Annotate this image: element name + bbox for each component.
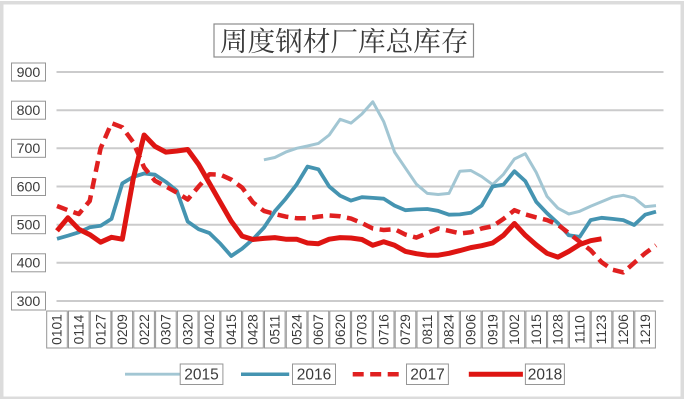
svg-text:0716: 0716: [376, 314, 391, 345]
svg-text:800: 800: [17, 103, 41, 119]
svg-text:600: 600: [17, 179, 41, 195]
svg-text:1219: 1219: [638, 314, 653, 345]
svg-text:1002: 1002: [507, 314, 522, 345]
svg-text:1015: 1015: [529, 314, 544, 345]
svg-text:0222: 0222: [137, 314, 152, 345]
svg-text:0607: 0607: [311, 314, 326, 345]
svg-text:0511: 0511: [268, 315, 283, 345]
svg-text:0307: 0307: [159, 314, 174, 345]
svg-text:0906: 0906: [464, 314, 479, 345]
svg-text:500: 500: [17, 218, 41, 234]
svg-text:0524: 0524: [289, 314, 304, 345]
svg-text:1206: 1206: [616, 314, 631, 345]
svg-text:0415: 0415: [224, 314, 239, 345]
svg-text:0127: 0127: [93, 314, 108, 345]
svg-text:2015: 2015: [184, 367, 218, 384]
svg-text:700: 700: [17, 141, 41, 157]
svg-text:1123: 1123: [594, 314, 609, 344]
svg-text:1110: 1110: [572, 315, 587, 344]
svg-text:0729: 0729: [398, 314, 413, 345]
svg-text:0811: 0811: [420, 315, 435, 345]
svg-text:400: 400: [17, 256, 41, 272]
svg-text:0320: 0320: [180, 314, 195, 345]
svg-text:900: 900: [17, 65, 41, 81]
svg-text:0101: 0101: [50, 314, 65, 345]
svg-text:0114: 0114: [72, 314, 87, 344]
svg-text:0824: 0824: [442, 314, 457, 345]
svg-text:300: 300: [17, 294, 41, 310]
svg-text:0919: 0919: [485, 314, 500, 345]
svg-text:2018: 2018: [528, 367, 562, 384]
svg-text:0620: 0620: [333, 314, 348, 345]
svg-text:2017: 2017: [410, 367, 444, 384]
svg-text:1028: 1028: [551, 314, 566, 345]
svg-text:2016: 2016: [297, 367, 331, 384]
svg-text:0703: 0703: [355, 314, 370, 345]
svg-text:0402: 0402: [202, 314, 217, 345]
svg-text:0209: 0209: [115, 314, 130, 345]
svg-text:0428: 0428: [246, 314, 261, 345]
